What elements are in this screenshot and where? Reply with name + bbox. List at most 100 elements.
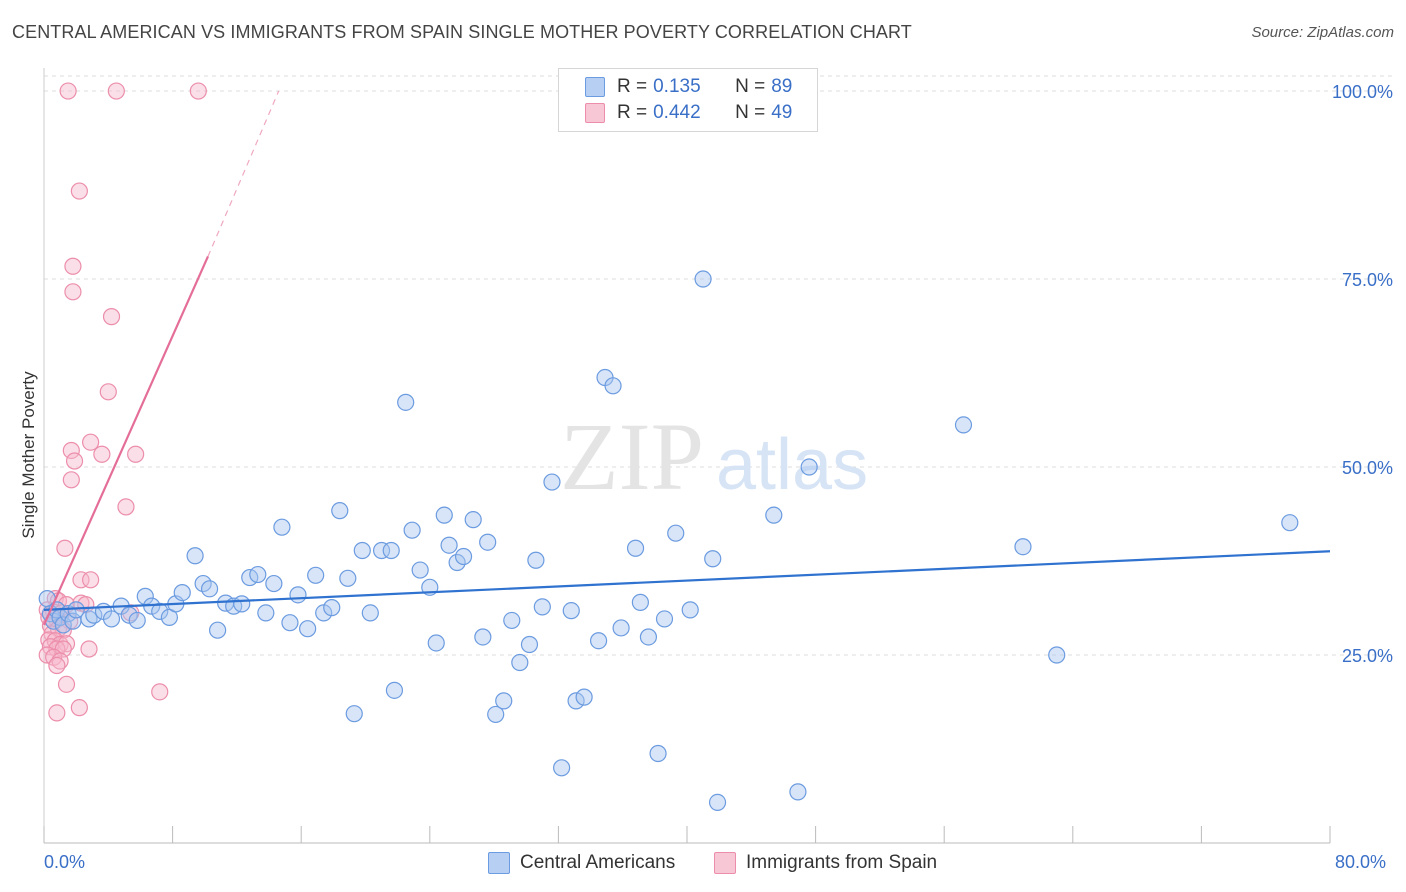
gridlines [44, 76, 1394, 655]
blue-point [480, 534, 496, 550]
blue-point [308, 567, 324, 583]
blue-point [504, 612, 520, 628]
pink-point [65, 284, 81, 300]
blue-point [710, 794, 726, 810]
blue-point [174, 585, 190, 601]
blue-point [528, 552, 544, 568]
pink-point [57, 540, 73, 556]
pink-swatch [714, 852, 736, 874]
blue-point [354, 542, 370, 558]
x-tick-label-max: 80.0% [1335, 852, 1386, 873]
blue-point [250, 567, 266, 583]
bottom-legend-blue: Central Americans [488, 852, 675, 874]
blue-point [695, 271, 711, 287]
blue-point [340, 570, 356, 586]
pink-point [128, 446, 144, 462]
pink-point [71, 183, 87, 199]
blue-point [187, 548, 203, 564]
blue-point [554, 760, 570, 776]
y-tick-label: 100.0% [1332, 82, 1393, 102]
blue-point [465, 512, 481, 528]
legend-n-value: 89 [771, 76, 792, 98]
correlation-legend: R = 0.135 N = 89 R = 0.442 N = 49 [558, 68, 818, 132]
blue-swatch [488, 852, 510, 874]
pink-point [59, 676, 75, 692]
pink-trend-line [44, 256, 208, 624]
blue-series [39, 271, 1298, 810]
chart-canvas: ZIP atlas 25.0% 50.0% 75.0% 100.0% Single M… [0, 0, 1406, 892]
blue-point [129, 612, 145, 628]
legend-r-value: 0.442 [653, 102, 715, 124]
blue-point [496, 693, 512, 709]
blue-point [274, 519, 290, 535]
legend-n-label: N = [735, 76, 765, 98]
blue-point [1282, 515, 1298, 531]
blue-point [456, 549, 472, 565]
trend-lines [44, 91, 1330, 625]
blue-point [576, 689, 592, 705]
blue-trend-line [44, 551, 1330, 610]
pink-point [152, 684, 168, 700]
blue-point [346, 706, 362, 722]
blue-point [383, 542, 399, 558]
legend-r-label: R = [617, 102, 647, 124]
blue-point [436, 507, 452, 523]
blue-swatch [585, 77, 605, 97]
blue-point [386, 682, 402, 698]
blue-point [544, 474, 560, 490]
pink-point [190, 83, 206, 99]
blue-point [650, 746, 666, 762]
pink-point [108, 83, 124, 99]
blue-point [234, 596, 250, 612]
blue-point [475, 629, 491, 645]
blue-point [404, 522, 420, 538]
blue-point [1049, 647, 1065, 663]
y-tick-label: 50.0% [1342, 458, 1393, 478]
legend-n-value: 49 [771, 102, 792, 124]
blue-point [682, 602, 698, 618]
blue-point [332, 503, 348, 519]
blue-point [628, 540, 644, 556]
pink-point [49, 658, 65, 674]
blue-point [398, 394, 414, 410]
blue-point [282, 615, 298, 631]
blue-point [801, 459, 817, 475]
pink-point [83, 572, 99, 588]
blue-point [534, 599, 550, 615]
blue-point [258, 605, 274, 621]
pink-point [104, 309, 120, 325]
pink-point [71, 700, 87, 716]
bottom-legend-pink-label: Immigrants from Spain [746, 852, 937, 874]
blue-point [640, 629, 656, 645]
blue-point [362, 605, 378, 621]
bottom-legend-blue-label: Central Americans [520, 852, 675, 874]
y-tick-labels: 25.0% 50.0% 75.0% 100.0% [1332, 82, 1393, 666]
blue-point [300, 621, 316, 637]
y-axis-label: Single Mother Poverty [19, 371, 38, 539]
legend-row-blue: R = 0.135 N = 89 [585, 75, 792, 99]
blue-point [202, 581, 218, 597]
blue-point [668, 525, 684, 541]
y-tick-label: 75.0% [1342, 270, 1393, 290]
legend-n-label: N = [735, 102, 765, 124]
blue-point [632, 594, 648, 610]
blue-point [290, 587, 306, 603]
blue-point [266, 576, 282, 592]
y-tick-label: 25.0% [1342, 646, 1393, 666]
blue-point [412, 562, 428, 578]
watermark-zip: ZIP [560, 403, 704, 510]
pink-point [118, 499, 134, 515]
legend-r-label: R = [617, 76, 647, 98]
pink-point [94, 446, 110, 462]
blue-point [512, 655, 528, 671]
blue-point [210, 622, 226, 638]
watermark: ZIP atlas [560, 403, 868, 510]
blue-point [591, 633, 607, 649]
pink-point [81, 641, 97, 657]
legend-r-value: 0.135 [653, 76, 715, 98]
blue-point [790, 784, 806, 800]
blue-point [324, 600, 340, 616]
blue-point [656, 611, 672, 627]
pink-point [60, 83, 76, 99]
watermark-atlas: atlas [716, 425, 868, 505]
